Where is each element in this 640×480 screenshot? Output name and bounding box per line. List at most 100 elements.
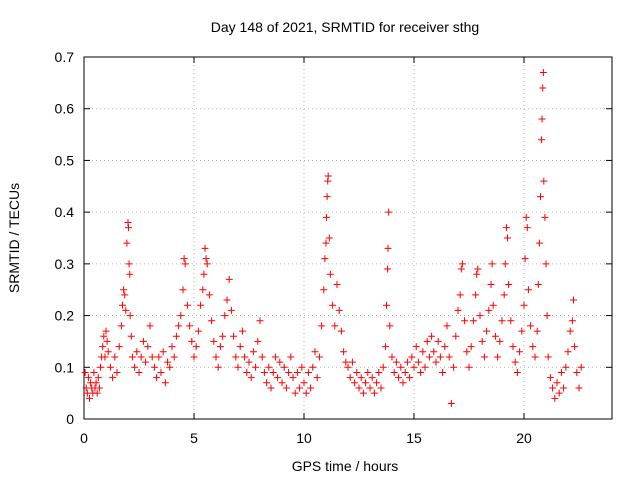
data-point	[498, 317, 506, 325]
data-point	[287, 353, 295, 361]
data-point	[115, 343, 123, 351]
data-point	[126, 270, 134, 278]
data-point	[241, 353, 249, 361]
data-point	[480, 353, 488, 361]
data-point	[501, 260, 509, 268]
data-point	[381, 343, 389, 351]
y-tick-label: 0.3	[55, 256, 75, 272]
data-point	[221, 312, 229, 320]
data-point	[408, 353, 416, 361]
data-point	[94, 374, 102, 382]
data-point	[307, 384, 315, 392]
data-point	[540, 177, 548, 185]
data-point	[103, 337, 111, 345]
data-point	[214, 363, 222, 371]
data-point	[568, 317, 576, 325]
data-point	[256, 317, 264, 325]
data-point	[359, 389, 367, 397]
data-point	[168, 343, 176, 351]
data-point	[392, 358, 400, 366]
data-point	[157, 368, 165, 376]
data-point	[285, 368, 293, 376]
data-point	[469, 317, 477, 325]
data-point	[541, 213, 549, 221]
data-point	[379, 363, 387, 371]
data-point	[564, 348, 572, 356]
data-point	[502, 224, 510, 232]
data-point	[454, 306, 462, 314]
data-point	[249, 348, 257, 356]
data-point	[293, 368, 301, 376]
data-point	[137, 353, 145, 361]
data-point	[410, 363, 418, 371]
data-point	[375, 368, 383, 376]
data-point	[109, 374, 117, 382]
data-point	[403, 358, 411, 366]
data-point	[573, 368, 581, 376]
data-point	[535, 239, 543, 247]
data-point	[201, 244, 209, 252]
data-point	[421, 363, 429, 371]
data-point	[208, 317, 216, 325]
data-point	[135, 368, 143, 376]
data-point	[543, 312, 551, 320]
data-point	[106, 363, 114, 371]
data-point	[86, 394, 93, 402]
data-point	[465, 363, 473, 371]
data-point	[366, 384, 374, 392]
y-tick-label: 0.5	[55, 152, 75, 168]
data-point	[120, 286, 128, 294]
data-point	[566, 327, 574, 335]
data-point	[298, 363, 306, 371]
data-point	[555, 389, 563, 397]
data-point	[539, 69, 547, 77]
data-point	[181, 260, 189, 268]
data-point	[368, 374, 376, 382]
data-point	[148, 353, 156, 361]
data-point	[146, 322, 154, 330]
data-point	[223, 296, 231, 304]
data-point	[117, 322, 125, 330]
data-point	[225, 275, 233, 283]
data-point	[450, 363, 458, 371]
data-point	[230, 332, 238, 340]
x-axis-label: GPS time / hours	[292, 458, 399, 474]
data-point	[458, 260, 466, 268]
data-point	[159, 348, 167, 356]
data-point	[186, 322, 194, 330]
data-point	[355, 384, 363, 392]
y-tick-label: 0.7	[55, 49, 75, 65]
data-point	[553, 379, 561, 387]
data-point	[153, 374, 161, 382]
data-point	[351, 379, 359, 387]
y-tick-label: 0.1	[55, 359, 75, 375]
data-point	[533, 327, 541, 335]
data-point	[489, 301, 497, 309]
data-point	[419, 348, 427, 356]
data-point	[190, 353, 198, 361]
data-point	[534, 281, 542, 289]
data-point	[309, 363, 317, 371]
data-point	[529, 343, 537, 351]
data-point	[377, 384, 385, 392]
y-axis-label: SRMTID / TECUs	[6, 183, 22, 293]
data-point	[544, 353, 552, 361]
data-point	[483, 327, 491, 335]
data-point	[414, 358, 422, 366]
data-point	[322, 239, 330, 247]
data-point	[329, 301, 337, 309]
data-point	[473, 270, 481, 278]
data-point	[333, 281, 341, 289]
y-tick-label: 0	[66, 411, 74, 427]
data-point	[520, 301, 528, 309]
data-point	[302, 389, 310, 397]
data-point	[324, 172, 332, 180]
data-point	[315, 353, 323, 361]
data-point	[123, 239, 131, 247]
data-point	[335, 306, 343, 314]
data-point	[323, 193, 331, 201]
data-point	[518, 327, 526, 335]
data-point	[423, 337, 431, 345]
data-point	[216, 343, 224, 351]
data-point	[523, 224, 531, 232]
